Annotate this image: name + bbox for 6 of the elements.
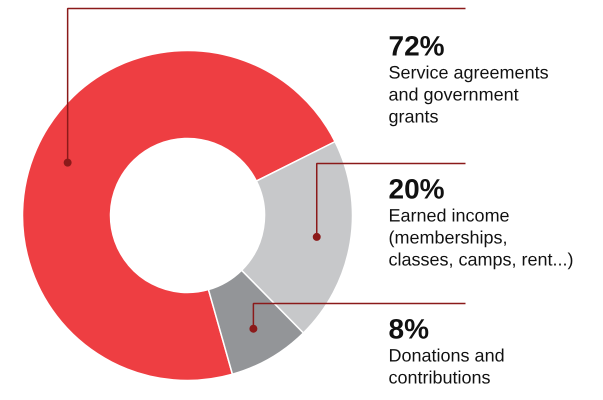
slice-label: Service agreements and government grants [388,62,549,126]
slice-label: Donations and contributions [388,346,505,388]
data-label: 20% [388,174,445,204]
data-label: 72% [388,30,445,62]
data-label: 8% [388,314,430,344]
slice-label: Earned income (memberships, classes, camps, rent...) [388,206,574,270]
